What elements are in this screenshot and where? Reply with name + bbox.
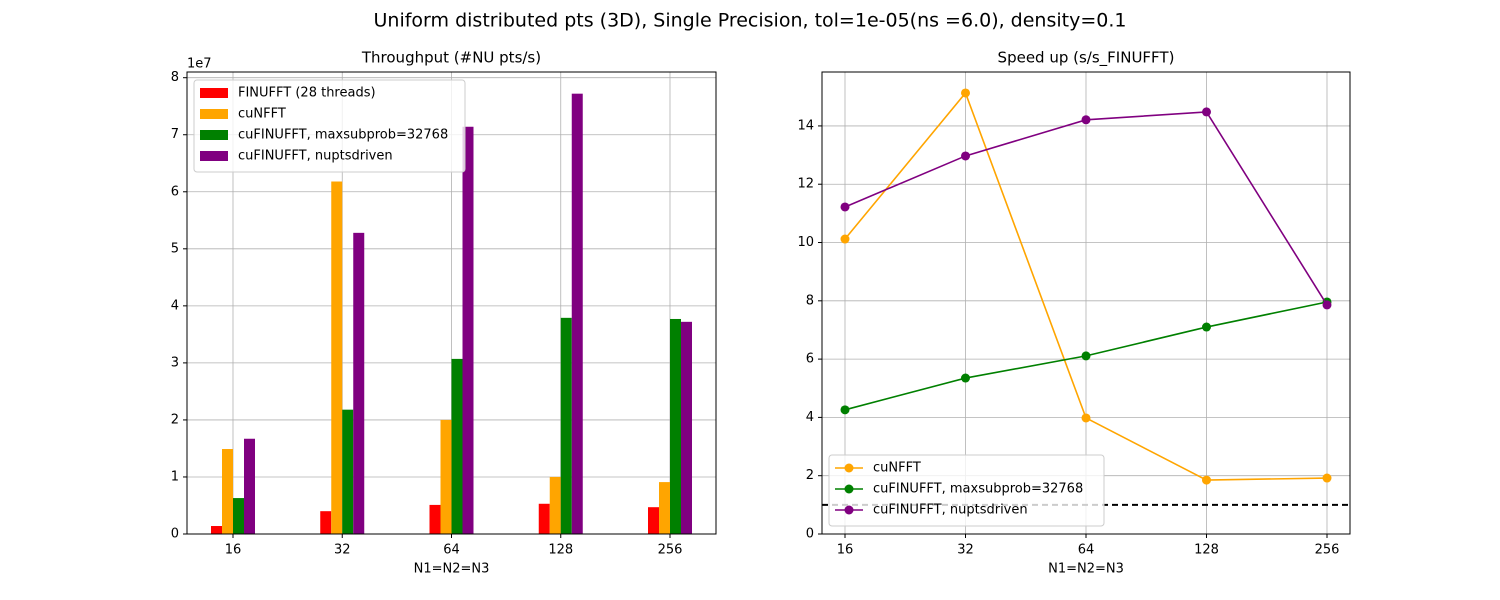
bar xyxy=(440,419,452,534)
y-tick-label: 4 xyxy=(806,410,814,425)
marker xyxy=(1202,107,1211,117)
legend-swatch xyxy=(200,88,228,98)
marker xyxy=(961,88,970,98)
bar xyxy=(331,181,343,534)
x-tick-label: 64 xyxy=(443,543,460,558)
y-tick-label: 6 xyxy=(171,184,179,199)
marker xyxy=(1081,413,1091,423)
y-tick-label: 12 xyxy=(797,177,814,192)
legend-swatch xyxy=(200,109,228,119)
marker xyxy=(961,151,970,161)
bar xyxy=(211,526,222,534)
bar xyxy=(560,317,572,534)
y-tick-label: 1 xyxy=(171,469,179,484)
marker xyxy=(840,202,850,212)
x-tick-label: 16 xyxy=(837,543,854,558)
marker xyxy=(961,373,970,383)
bar xyxy=(244,438,255,534)
bar xyxy=(320,511,332,534)
legend-label: cuFINUFFT, nuptsdriven xyxy=(238,149,393,164)
legend-label: cuNFFT xyxy=(873,461,921,476)
bar xyxy=(659,482,670,534)
figure-title: Uniform distributed pts (3D), Single Pre… xyxy=(374,10,1127,32)
y-tick-label: 8 xyxy=(171,70,179,85)
y-tick-label: 7 xyxy=(171,127,179,142)
x-tick-label: 128 xyxy=(1194,543,1219,558)
legend-label: cuNFFT xyxy=(238,107,286,122)
x-tick-label: 32 xyxy=(334,543,351,558)
y-tick-label: 0 xyxy=(806,527,814,542)
x-tick-label: 128 xyxy=(548,543,573,558)
x-tick-label: 32 xyxy=(957,543,974,558)
x-tick-label: 64 xyxy=(1078,543,1095,558)
bar xyxy=(681,321,692,534)
marker xyxy=(1081,115,1091,125)
y-tick-label: 6 xyxy=(806,352,814,367)
marker xyxy=(1202,322,1211,332)
y-tick-label: 3 xyxy=(171,355,179,370)
bar xyxy=(571,93,583,534)
x-axis-label: N1=N2=N3 xyxy=(414,562,490,577)
legend-swatch xyxy=(200,130,228,140)
bar xyxy=(538,503,550,534)
marker xyxy=(1322,300,1332,310)
y-tick-label: 4 xyxy=(171,298,179,313)
marker xyxy=(1081,351,1091,361)
legend-label: cuFINUFFT, maxsubprob=32768 xyxy=(873,482,1083,497)
y-tick-label: 14 xyxy=(797,118,814,133)
marker xyxy=(1322,473,1332,483)
legend-label: FINUFFT (28 threads) xyxy=(238,86,376,101)
legend-label: cuFINUFFT, nuptsdriven xyxy=(873,503,1028,518)
bar xyxy=(353,232,365,534)
legend-marker xyxy=(844,505,854,515)
legend-marker xyxy=(844,463,854,473)
x-tick-label: 256 xyxy=(658,543,683,558)
legend-box xyxy=(193,79,466,173)
marker xyxy=(840,234,850,244)
bar xyxy=(222,449,233,534)
bar xyxy=(549,476,561,534)
y-tick-label: 10 xyxy=(797,235,814,250)
legend-swatch xyxy=(200,151,228,161)
x-axis-label: N1=N2=N3 xyxy=(1048,562,1124,577)
bar xyxy=(670,318,681,534)
x-tick-label: 16 xyxy=(225,543,242,558)
y-tick-label: 2 xyxy=(171,412,179,427)
bar xyxy=(648,507,659,534)
legend-marker xyxy=(844,484,854,494)
offset-label: 1e7 xyxy=(187,57,212,72)
bar xyxy=(233,498,244,534)
marker xyxy=(1202,475,1211,485)
y-tick-label: 5 xyxy=(171,241,179,256)
bar xyxy=(342,409,354,534)
marker xyxy=(840,405,850,415)
y-tick-label: 8 xyxy=(806,293,814,308)
chart-title: Throughput (#NU pts/s) xyxy=(361,49,541,67)
y-tick-label: 0 xyxy=(171,527,179,542)
legend-box xyxy=(828,454,1105,527)
x-tick-label: 256 xyxy=(1315,543,1340,558)
legend-label: cuFINUFFT, maxsubprob=32768 xyxy=(238,128,448,143)
y-tick-label: 2 xyxy=(806,468,814,483)
chart-title: Speed up (s/s_FINUFFT) xyxy=(998,49,1175,68)
bar xyxy=(429,504,441,534)
plot-frame xyxy=(186,71,717,535)
bar xyxy=(451,358,463,534)
bar xyxy=(462,126,474,534)
plot-frame xyxy=(821,71,1351,535)
